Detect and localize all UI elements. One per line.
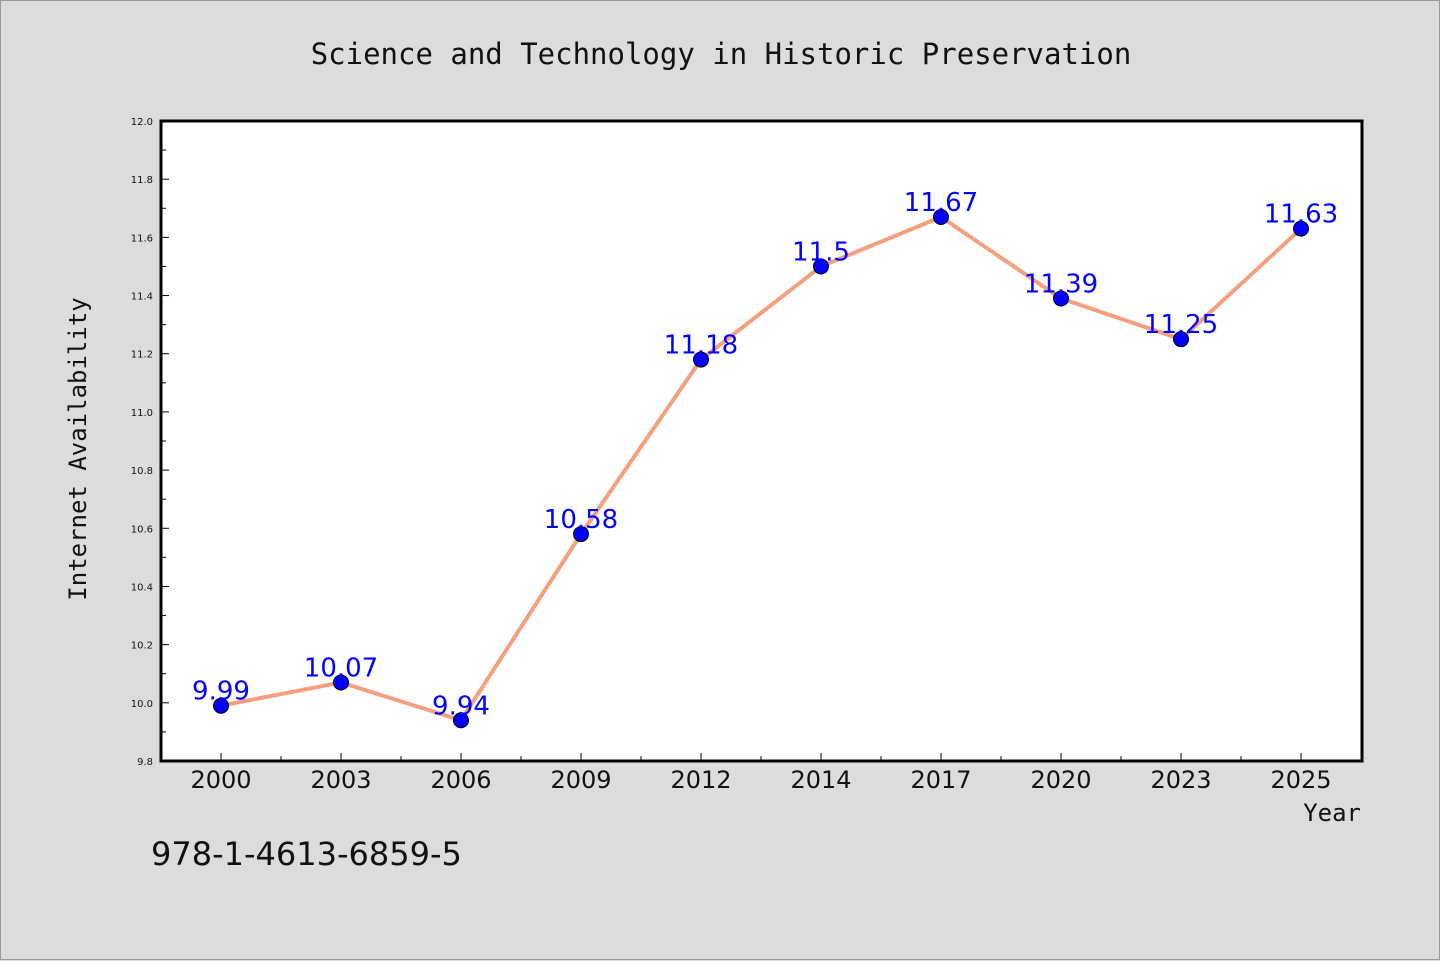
y-tick-label: 11.8 (131, 175, 153, 186)
y-tick-label: 10.2 (131, 641, 153, 652)
data-point (333, 674, 349, 691)
y-tick-label: 10.8 (131, 466, 153, 477)
x-axis-ticks: 2000 2003 2006 2009 2012 2014 2017 2020 2023 2025 (190, 753, 1332, 794)
data-label: 11.63 (1264, 200, 1338, 230)
data-labels: 9.99 10.07 9.94 10.58 11.18 11.5 11.67 11.39 11.… (192, 188, 1338, 721)
x-tick-label: 2006 (430, 766, 491, 794)
x-tick-label: 2003 (310, 766, 371, 794)
isbn-text: 978-1-4613-6859-5 (151, 835, 462, 873)
y-axis-label: Internet Availability (64, 297, 92, 600)
data-label: 11.67 (904, 188, 978, 218)
x-tick-label: 2000 (190, 766, 251, 794)
data-label: 11.5 (792, 237, 850, 267)
data-point (1173, 331, 1189, 348)
x-tick-label: 2009 (550, 766, 611, 794)
data-point (213, 697, 229, 714)
x-tick-label: 2012 (670, 766, 731, 794)
y-tick-label: 11.6 (131, 233, 153, 244)
y-tick-label: 10.4 (131, 582, 153, 593)
data-label: 9.99 (192, 677, 250, 707)
x-tick-label: 2020 (1030, 766, 1091, 794)
data-label: 10.58 (544, 505, 618, 535)
y-tick-label: 9.8 (137, 757, 153, 768)
data-label: 10.07 (304, 653, 378, 683)
y-axis-ticks: 9.8 10.0 10.2 10.4 10.6 10.8 11.0 11.2 11.4 11.6 1… (131, 117, 169, 768)
y-tick-label: 11.0 (131, 408, 153, 419)
data-point (813, 258, 829, 275)
y-tick-label: 10.6 (131, 524, 153, 535)
data-label: 11.39 (1024, 269, 1098, 299)
data-point (453, 712, 469, 729)
series-line (219, 215, 1303, 723)
plot-frame (159, 119, 1364, 763)
y-tick-label: 11.4 (131, 292, 153, 303)
data-markers (213, 209, 1309, 729)
y-tick-label: 10.0 (131, 699, 153, 710)
data-label: 11.18 (664, 331, 738, 361)
chart-title: Science and Technology in Historic Prese… (311, 37, 1132, 71)
data-label: 11.25 (1144, 310, 1218, 340)
data-point (573, 526, 589, 543)
x-tick-label: 2014 (790, 766, 851, 794)
plot-area (161, 121, 1362, 761)
data-point (1053, 290, 1069, 307)
x-tick-label: 2017 (910, 766, 971, 794)
data-point (933, 209, 949, 225)
y-tick-label: 11.2 (131, 350, 153, 361)
x-tick-label: 2023 (1150, 766, 1211, 794)
x-tick-label: 2025 (1270, 766, 1331, 794)
x-axis-label: Year (1303, 799, 1361, 827)
data-point (693, 351, 709, 368)
data-label: 9.94 (432, 691, 490, 721)
y-tick-label: 12.0 (131, 117, 153, 128)
data-point (1293, 220, 1309, 237)
